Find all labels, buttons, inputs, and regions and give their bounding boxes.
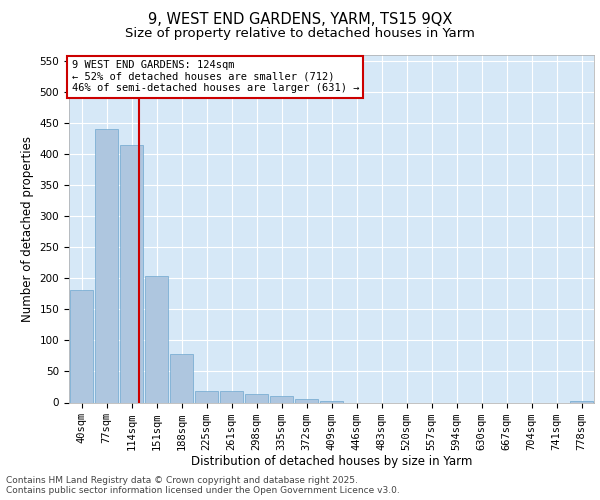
Bar — [269, 396, 293, 402]
Text: Size of property relative to detached houses in Yarm: Size of property relative to detached ho… — [125, 28, 475, 40]
Text: 9, WEST END GARDENS, YARM, TS15 9QX: 9, WEST END GARDENS, YARM, TS15 9QX — [148, 12, 452, 28]
Bar — [295, 400, 319, 402]
X-axis label: Distribution of detached houses by size in Yarm: Distribution of detached houses by size … — [191, 456, 472, 468]
Bar — [220, 392, 244, 402]
Text: Contains HM Land Registry data © Crown copyright and database right 2025.
Contai: Contains HM Land Registry data © Crown c… — [6, 476, 400, 495]
Y-axis label: Number of detached properties: Number of detached properties — [21, 136, 34, 322]
Bar — [245, 394, 268, 402]
Bar — [95, 130, 118, 402]
Bar — [70, 290, 94, 403]
Bar — [145, 276, 169, 402]
Bar — [194, 390, 218, 402]
Bar — [119, 145, 143, 403]
Text: 9 WEST END GARDENS: 124sqm
← 52% of detached houses are smaller (712)
46% of sem: 9 WEST END GARDENS: 124sqm ← 52% of deta… — [71, 60, 359, 94]
Bar — [320, 400, 343, 402]
Bar — [569, 400, 593, 402]
Bar — [170, 354, 193, 403]
